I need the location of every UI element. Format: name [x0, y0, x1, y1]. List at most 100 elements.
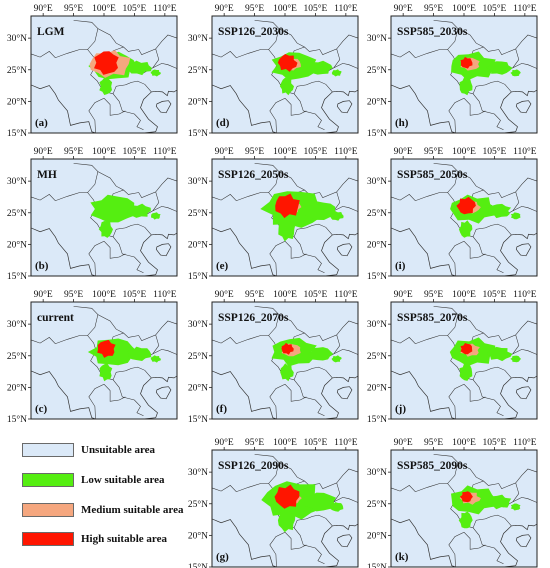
hainan-island — [155, 386, 172, 400]
lon-tick-label: 90°E — [215, 437, 234, 448]
admin-border — [152, 334, 160, 355]
lon-tick-label: 110°E — [513, 3, 537, 14]
admin-border — [103, 241, 126, 259]
low-suitability-area — [510, 503, 521, 511]
lat-tick-label: 30°N — [7, 33, 27, 44]
admin-border — [448, 383, 465, 419]
admin-border — [448, 531, 465, 567]
admin-border — [333, 191, 341, 212]
lon-tick-label: 95°E — [245, 437, 264, 448]
panel-title: LGM — [37, 26, 65, 38]
admin-border — [482, 275, 496, 276]
lat-tick-label: 25°N — [367, 208, 387, 219]
panel-letter: (i) — [395, 260, 406, 272]
admin-border — [97, 314, 177, 341]
lat-tick-label: 25°N — [7, 351, 27, 362]
low-suitability-area — [98, 221, 113, 238]
map-panel-j: 90°E 95°E 100°E 105°E 110°E 30°N 25°N 20°N 15°N S… — [367, 289, 538, 425]
coastline — [391, 227, 537, 276]
legend-swatch-unsuitable — [22, 443, 74, 457]
admin-border — [278, 171, 358, 198]
legend-swatch-low — [22, 473, 74, 487]
legend-label-unsuitable: Unsuitable area — [81, 444, 156, 456]
lon-tick-label: 100°E — [92, 289, 116, 300]
admin-border — [31, 335, 152, 381]
admin-border — [112, 379, 144, 417]
lon-tick-label: 105°E — [122, 146, 146, 157]
coastline — [31, 227, 177, 276]
panel-letter: (e) — [216, 260, 229, 272]
lon-tick-label: 95°E — [245, 3, 264, 14]
admin-border — [152, 48, 160, 69]
low-suitability-area — [510, 212, 521, 220]
lon-tick-label: 100°E — [452, 437, 476, 448]
lat-tick-label: 30°N — [367, 467, 387, 478]
lon-tick-label: 110°E — [513, 289, 537, 300]
lon-tick-label: 105°E — [482, 3, 506, 14]
map-panel-e: 90°E 95°E 100°E 105°E 110°E 30°N 25°N 20°N 15°N S… — [188, 146, 359, 282]
lon-tick-label: 100°E — [273, 437, 297, 448]
lon-tick-label: 95°E — [64, 146, 83, 157]
high-suitability-area — [460, 56, 473, 69]
admin-border — [112, 93, 144, 131]
admin-border — [472, 236, 504, 274]
panel-title: SSP126_2090s — [218, 460, 289, 472]
hainan-island — [336, 100, 353, 114]
lat-tick-label: 15°N — [367, 562, 387, 568]
admin-border — [269, 383, 286, 419]
lon-tick-label: 105°E — [482, 437, 506, 448]
admin-border — [112, 236, 144, 274]
coastline — [31, 370, 177, 419]
map-panel-a: 90°E 95°E 100°E 105°E 110°E 30°N 25°N 20°N 15°N L… — [7, 3, 178, 139]
admin-border — [293, 93, 325, 131]
map-panel-i: 90°E 95°E 100°E 105°E 110°E 30°N 25°N 20°N 15°N S… — [367, 146, 538, 282]
lat-tick-label: 25°N — [367, 65, 387, 76]
admin-border — [512, 482, 520, 503]
panel-title: SSP126_2050s — [218, 169, 289, 181]
lon-tick-label: 90°E — [215, 3, 234, 14]
low-suitability-area — [127, 60, 152, 76]
lat-tick-label: 25°N — [7, 208, 27, 219]
lat-tick-label: 20°N — [7, 96, 27, 107]
lat-tick-label: 15°N — [7, 271, 27, 282]
admin-border — [122, 132, 136, 133]
lat-tick-label: 15°N — [188, 271, 208, 282]
admin-border — [482, 418, 496, 419]
lat-tick-label: 30°N — [7, 319, 27, 330]
lon-tick-label: 100°E — [452, 146, 476, 157]
panel-title: SSP585_2090s — [397, 460, 468, 472]
admin-border — [122, 275, 136, 276]
admin-border — [457, 28, 537, 55]
lat-tick-label: 30°N — [188, 467, 208, 478]
lat-tick-label: 30°N — [367, 176, 387, 187]
low-suitability-area — [458, 220, 473, 238]
admin-border — [482, 132, 496, 133]
admin-border — [391, 335, 512, 381]
admin-border — [103, 98, 126, 116]
admin-border — [88, 383, 105, 419]
low-suitability-area — [330, 211, 344, 221]
lat-tick-label: 25°N — [7, 65, 27, 76]
admin-border — [457, 462, 537, 489]
admin-border — [391, 49, 512, 95]
high-suitability-area — [275, 193, 300, 219]
coastline — [31, 84, 177, 133]
panel-letter: (a) — [35, 117, 48, 129]
lon-tick-label: 100°E — [273, 3, 297, 14]
admin-border — [97, 28, 177, 55]
low-suitability-area — [331, 355, 342, 363]
admin-border — [284, 98, 307, 116]
lon-tick-label: 105°E — [482, 146, 506, 157]
lat-tick-label: 15°N — [367, 128, 387, 139]
panel-title: MH — [37, 169, 57, 181]
low-suitability-area — [331, 69, 342, 77]
legend-label-medium: Medium suitable area — [81, 504, 184, 516]
admin-border — [391, 483, 512, 529]
lon-tick-label: 90°E — [394, 3, 413, 14]
admin-border — [472, 379, 504, 417]
admin-border — [278, 28, 358, 55]
lat-tick-label: 25°N — [188, 351, 208, 362]
lon-tick-label: 95°E — [424, 3, 443, 14]
lat-tick-label: 15°N — [7, 128, 27, 139]
admin-border — [269, 531, 286, 567]
